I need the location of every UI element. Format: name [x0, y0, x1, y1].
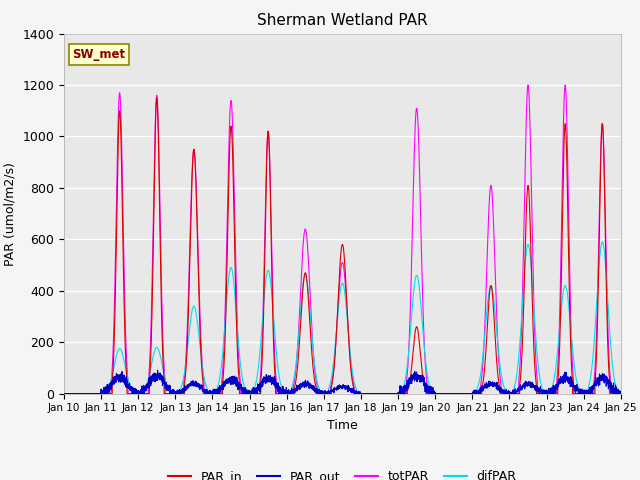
Title: Sherman Wetland PAR: Sherman Wetland PAR [257, 13, 428, 28]
Legend: PAR_in, PAR_out, totPAR, difPAR: PAR_in, PAR_out, totPAR, difPAR [163, 465, 522, 480]
Y-axis label: PAR (umol/m2/s): PAR (umol/m2/s) [4, 162, 17, 265]
Text: SW_met: SW_met [72, 48, 125, 61]
X-axis label: Time: Time [327, 419, 358, 432]
